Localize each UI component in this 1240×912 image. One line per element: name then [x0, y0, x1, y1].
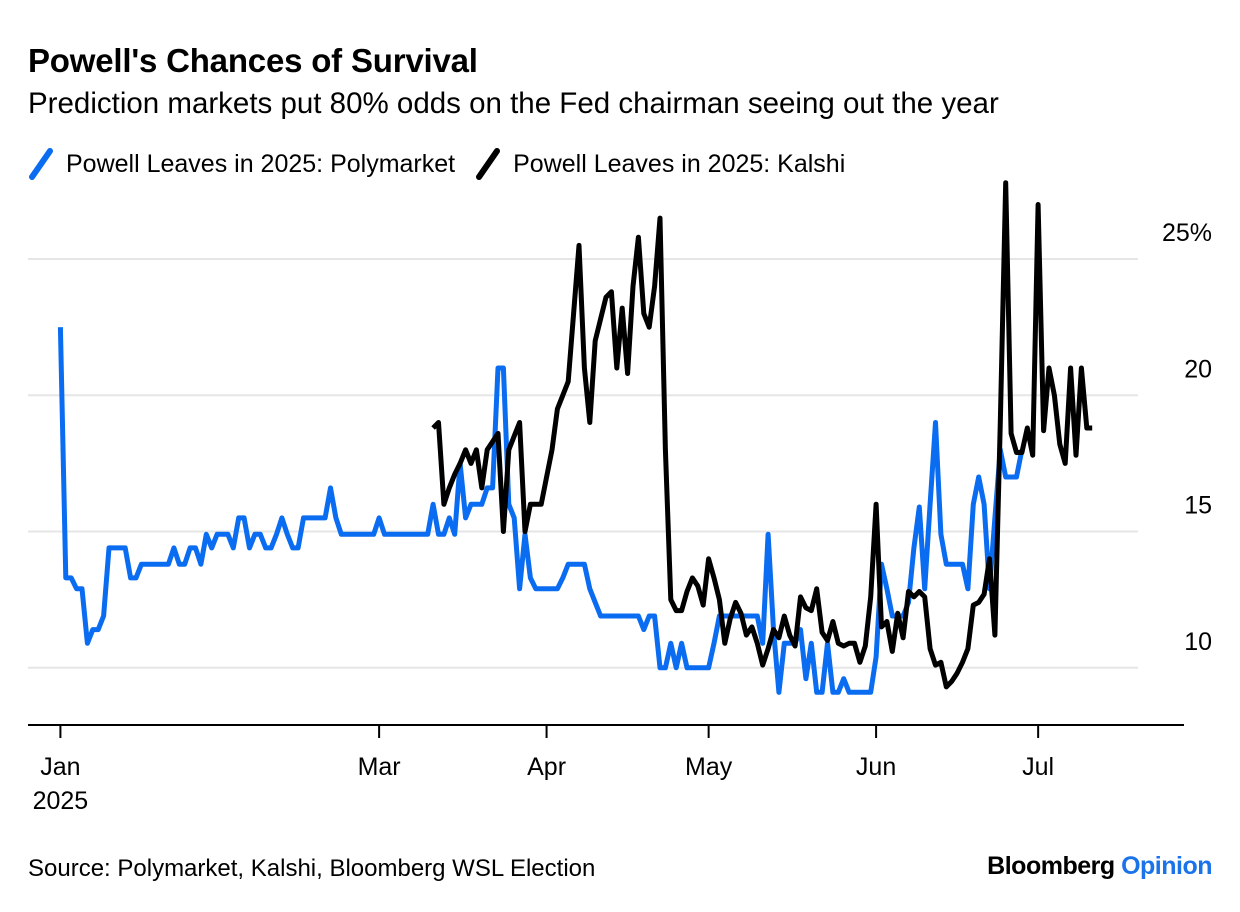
x-tick-sublabel-year: 2025 — [33, 787, 89, 815]
x-tick-label-apr: Apr — [527, 753, 566, 781]
y-tick-label-15: 15 — [1184, 492, 1212, 520]
x-tick-label-mar: Mar — [358, 753, 401, 781]
series-lines — [57, 180, 1093, 695]
series-line-kalshi — [431, 180, 1093, 690]
legend-item-polymarket: Powell Leaves in 2025: Polymarket — [28, 147, 455, 181]
gridlines — [28, 258, 1138, 669]
legend-swatch-kalshi-icon — [475, 147, 501, 181]
legend-label-polymarket: Powell Leaves in 2025: Polymarket — [66, 149, 456, 178]
chart-legend: Powell Leaves in 2025: Polymarket Powell… — [28, 147, 865, 181]
chart-subtitle: Prediction markets put 80% odds on the F… — [28, 87, 999, 120]
x-tick-label-may: May — [685, 753, 733, 781]
y-tick-label-25: 25% — [1162, 219, 1212, 247]
x-tick-label-jul: Jul — [1022, 753, 1054, 781]
x-tick-label-jun: Jun — [856, 753, 896, 781]
y-tick-label-10: 10 — [1184, 628, 1212, 656]
legend-item-kalshi: Powell Leaves in 2025: Kalshi — [475, 147, 845, 181]
y-axis-labels: 10 15 20 25% — [1162, 219, 1212, 656]
source-note: Source: Polymarket, Kalshi, Bloomberg WS… — [28, 855, 596, 882]
x-tick-label-jan: Jan — [40, 753, 80, 781]
x-axis: Jan 2025 Mar Apr May Jun Jul — [28, 724, 1184, 815]
y-tick-label-20: 20 — [1184, 355, 1212, 383]
series-line-polymarket — [57, 327, 1025, 695]
brand-logo: Bloomberg Opinion — [987, 852, 1212, 881]
brand-secondary: Opinion — [1121, 852, 1212, 880]
legend-label-kalshi: Powell Leaves in 2025: Kalshi — [513, 149, 846, 178]
chart-title: Powell's Chances of Survival — [28, 42, 478, 79]
legend-swatch-polymarket-icon — [28, 147, 54, 181]
brand-primary: Bloomberg — [987, 852, 1115, 880]
